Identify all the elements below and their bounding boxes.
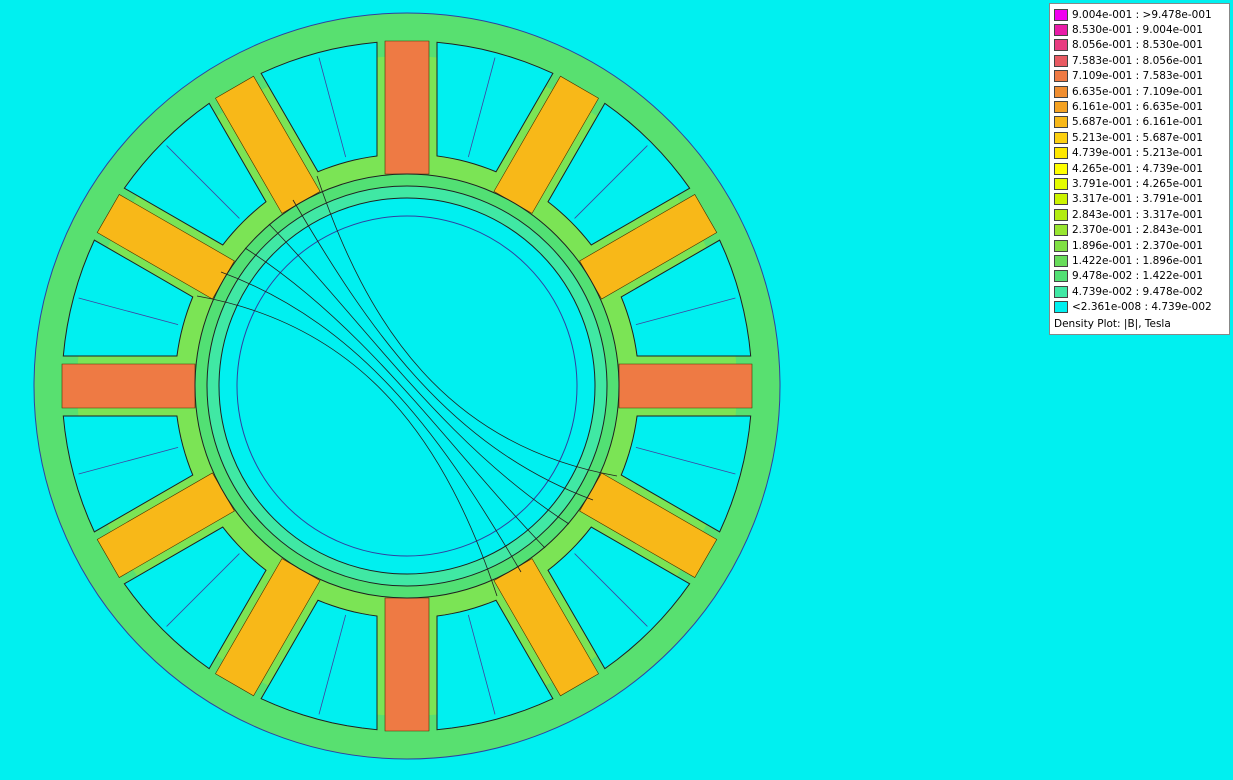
legend-swatch [1054,193,1068,206]
stator-tooth [618,363,753,409]
legend-swatch [1054,162,1068,175]
legend-label: 4.739e-002 : 9.478e-002 [1072,285,1203,298]
flux-line [268,223,570,525]
legend-swatch [1054,54,1068,67]
legend-entry: 7.583e-001 : 8.056e-001 [1050,53,1229,68]
slot-divider [318,614,347,715]
legend-swatch [1054,270,1068,283]
legend-entry: 4.265e-001 : 4.739e-001 [1050,161,1229,176]
legend-swatch [1054,70,1068,83]
legend-swatch [1054,116,1068,129]
legend-swatch [1054,85,1068,98]
slot-divider [78,297,179,326]
stator-tooth [384,597,430,732]
slot-divider [166,145,240,219]
legend-entry: 6.635e-001 : 7.109e-001 [1050,84,1229,99]
legend-label: 4.739e-001 : 5.213e-001 [1072,147,1203,160]
slot [62,239,194,357]
legend-label: 1.896e-001 : 2.370e-001 [1072,239,1203,252]
slot-divider [467,57,496,158]
flux-line [196,295,498,597]
legend-swatch [1054,208,1068,221]
legend-entry: 1.896e-001 : 2.370e-001 [1050,238,1229,253]
legend-label: 5.213e-001 : 5.687e-001 [1072,131,1203,144]
legend-entry: 9.478e-002 : 1.422e-001 [1050,269,1229,284]
slot-divider [574,145,648,219]
legend-entry: 9.004e-001 : >9.478e-001 [1050,7,1229,22]
legend-entry: 4.739e-001 : 5.213e-001 [1050,146,1229,161]
stator-tooth [384,40,430,175]
flux-line [220,271,522,573]
flux-line [292,199,594,501]
legend-entry: 7.109e-001 : 7.583e-001 [1050,69,1229,84]
legend-entry: 2.370e-001 : 2.843e-001 [1050,222,1229,237]
legend-rows: 9.004e-001 : >9.478e-001 8.530e-001 : 9.0… [1050,7,1229,315]
legend-entry: 8.056e-001 : 8.530e-001 [1050,38,1229,53]
legend-label: 7.109e-001 : 7.583e-001 [1072,70,1203,83]
flux-line [244,247,546,549]
slot-divider [166,553,240,627]
legend-label: <2.361e-008 : 4.739e-002 [1072,301,1212,314]
slot [620,415,752,533]
legend-caption: Density Plot: |B|, Tesla [1054,317,1171,330]
slot [260,599,378,731]
legend-swatch [1054,254,1068,267]
legend-swatch [1054,147,1068,160]
legend-label: 9.478e-002 : 1.422e-001 [1072,270,1203,283]
slot-divider [78,446,179,475]
legend-entry: 8.530e-001 : 9.004e-001 [1050,22,1229,37]
legend-label: 7.583e-001 : 8.056e-001 [1072,54,1203,67]
slot-divider [318,57,347,158]
legend-entry: 6.161e-001 : 6.635e-001 [1050,99,1229,114]
slot [62,415,194,533]
legend-swatch [1054,301,1068,314]
legend-swatch [1054,285,1068,298]
stator-tooth [61,363,196,409]
legend-swatch [1054,239,1068,252]
legend-swatch [1054,224,1068,237]
legend-label: 2.843e-001 : 3.317e-001 [1072,208,1203,221]
slot-divider [635,446,736,475]
legend-swatch [1054,131,1068,144]
rotor-inner [236,215,578,557]
flux-line [316,175,618,477]
slot-divider [635,297,736,326]
legend-entry: 5.213e-001 : 5.687e-001 [1050,130,1229,145]
legend-swatch [1054,101,1068,114]
legend-label: 5.687e-001 : 6.161e-001 [1072,116,1203,129]
slot-divider [574,553,648,627]
legend-entry: 4.739e-002 : 9.478e-002 [1050,284,1229,299]
legend-label: 6.635e-001 : 7.109e-001 [1072,85,1203,98]
legend-entry: <2.361e-008 : 4.739e-002 [1050,299,1229,314]
legend: 9.004e-001 : >9.478e-001 8.530e-001 : 9.0… [1049,3,1230,335]
legend-label: 8.056e-001 : 8.530e-001 [1072,39,1203,52]
legend-swatch [1054,8,1068,21]
slot [260,41,378,173]
legend-swatch [1054,177,1068,190]
legend-label: 3.317e-001 : 3.791e-001 [1072,193,1203,206]
legend-label: 2.370e-001 : 2.843e-001 [1072,224,1203,237]
legend-swatch [1054,39,1068,52]
legend-label: 8.530e-001 : 9.004e-001 [1072,24,1203,37]
legend-label: 9.004e-001 : >9.478e-001 [1072,8,1212,21]
legend-entry: 2.843e-001 : 3.317e-001 [1050,207,1229,222]
legend-swatch [1054,24,1068,37]
legend-entry: 3.791e-001 : 4.265e-001 [1050,176,1229,191]
legend-entry: 1.422e-001 : 1.896e-001 [1050,253,1229,268]
legend-label: 3.791e-001 : 4.265e-001 [1072,177,1203,190]
slot [620,239,752,357]
legend-label: 4.265e-001 : 4.739e-001 [1072,162,1203,175]
legend-entry: 5.687e-001 : 6.161e-001 [1050,115,1229,130]
slot-divider [467,614,496,715]
rotor-core [218,197,596,575]
slot [436,599,554,731]
legend-label: 1.422e-001 : 1.896e-001 [1072,254,1203,267]
legend-label: 6.161e-001 : 6.635e-001 [1072,101,1203,114]
density-plot [33,12,781,760]
legend-entry: 3.317e-001 : 3.791e-001 [1050,192,1229,207]
slot [436,41,554,173]
